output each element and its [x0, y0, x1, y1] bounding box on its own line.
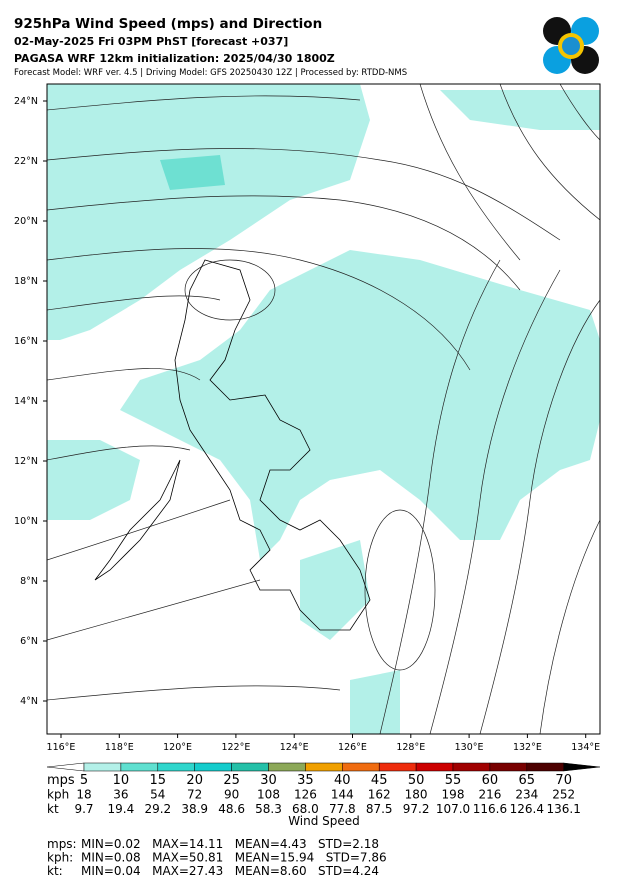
lat-label: 16°N [14, 336, 38, 347]
colorbar-value: 77.8 [329, 802, 356, 816]
colorbar-swatch [194, 762, 232, 772]
lon-label: 126°E [338, 742, 367, 753]
colorbar-value: 68.0 [292, 802, 319, 816]
colorbar-value: 162 [368, 788, 391, 802]
lat-label: 20°N [14, 216, 38, 227]
colorbar-value: 55 [445, 773, 462, 788]
colorbar-value: 48.6 [218, 802, 245, 816]
init: PAGASA WRF 12km initialization: 2025/04/… [14, 52, 335, 65]
colorbar-value: 40 [334, 773, 351, 788]
lon-label: 130°E [455, 742, 484, 753]
colorbar-value: 70 [555, 773, 572, 788]
lon-label: 132°E [513, 742, 542, 753]
lat-label: 14°N [14, 396, 38, 407]
colorbar-value: 58.3 [255, 802, 282, 816]
colorbar-value: 54 [150, 788, 165, 802]
colorbar-value: 126.4 [510, 802, 544, 816]
lat-label: 6°N [20, 636, 38, 647]
colorbar-value: 38.9 [181, 802, 208, 816]
lon-label: 120°E [163, 742, 192, 753]
stat-text: MIN=0.02 MAX=14.11 MEAN=4.43 STD=2.18 [81, 837, 379, 851]
lon-label: 122°E [221, 742, 250, 753]
lon-label: 116°E [47, 742, 76, 753]
title: 925hPa Wind Speed (mps) and Direction [14, 16, 322, 32]
colorbar-swatch [231, 762, 269, 772]
colorbar-value: 5 [80, 773, 88, 788]
wind-field [47, 84, 600, 734]
colorbar-value: 116.6 [473, 802, 507, 816]
colorbar-extend [46, 762, 85, 772]
colorbar-value: 19.4 [108, 802, 135, 816]
colorbar-swatch [157, 762, 195, 772]
colorbar-extend [563, 762, 601, 772]
colorbar-value: 20 [186, 773, 203, 788]
model: Forecast Model: WRF ver. 4.5 | Driving M… [14, 68, 407, 78]
lat-label: 4°N [20, 696, 38, 707]
stat-text: MIN=0.08 MAX=50.81 MEAN=15.94 STD=7.86 [81, 851, 387, 865]
colorbar-swatch [526, 762, 564, 772]
map: 24°N 22°N 20°N 18°N 16°N 14°N 12°N 10°N 8°N 6°N 4°… [14, 83, 601, 753]
stat-unit: mps: [47, 837, 77, 851]
colorbar-value: 97.2 [403, 802, 430, 816]
colorbar-swatch [83, 762, 122, 772]
stat-unit: kt: [47, 864, 63, 878]
colorbar-value: 198 [442, 788, 465, 802]
colorbar-swatch [415, 762, 454, 772]
colorbar-value: 126 [294, 788, 317, 802]
colorbar-value: 90 [224, 788, 239, 802]
unit-label: kt [47, 802, 59, 816]
unit-label: kph [47, 788, 69, 802]
colorbar-label: Wind Speed [288, 814, 360, 828]
colorbar-value: 9.7 [74, 802, 93, 816]
colorbar-swatch [268, 762, 306, 772]
colorbar-value: 252 [552, 788, 575, 802]
colorbar-value: 35 [297, 773, 314, 788]
lat-label: 12°N [14, 456, 38, 467]
stat-unit: kph: [47, 851, 73, 865]
colorbar-value: 87.5 [366, 802, 393, 816]
lat-label: 22°N [14, 156, 38, 167]
lat-label: 8°N [20, 576, 38, 587]
colorbar: mps 5 10 15 20 25 30 35 40 45 50 55 60 65 70 kph 18 36 54 7… [46, 762, 601, 816]
colorbar-swatch [305, 762, 343, 772]
colorbar-value: 180 [405, 788, 428, 802]
lat-label: 24°N [14, 96, 38, 107]
colorbar-swatch [120, 762, 159, 772]
colorbar-value: 72 [187, 788, 202, 802]
colorbar-value: 65 [519, 773, 536, 788]
colorbar-swatch [378, 762, 417, 772]
colorbar-value: 108 [257, 788, 280, 802]
logo [543, 17, 599, 74]
lat-label: 18°N [14, 276, 38, 287]
lon-label: 118°E [105, 742, 134, 753]
colorbar-swatch [452, 762, 491, 772]
lon-label: 128°E [396, 742, 425, 753]
stat-text: MIN=0.04 MAX=27.43 MEAN=8.60 STD=4.24 [81, 864, 379, 878]
colorbar-value: 25 [223, 773, 240, 788]
colorbar-value: 216 [478, 788, 501, 802]
colorbar-value: 45 [371, 773, 388, 788]
colorbar-value: 144 [331, 788, 354, 802]
date: 02-May-2025 Fri 03PM PhST [forecast +037… [14, 35, 288, 48]
colorbar-value: 60 [482, 773, 499, 788]
colorbar-value: 30 [260, 773, 277, 788]
colorbar-value: 10 [113, 773, 130, 788]
colorbar-value: 234 [515, 788, 538, 802]
colorbar-value: 29.2 [144, 802, 171, 816]
colorbar-swatch [342, 762, 380, 772]
colorbar-swatch [489, 762, 528, 772]
colorbar-value: 136.1 [547, 802, 581, 816]
colorbar-value: 15 [150, 773, 167, 788]
lon-label: 134°E [571, 742, 600, 753]
colorbar-value: 107.0 [436, 802, 470, 816]
lat-label: 10°N [14, 516, 38, 527]
colorbar-value: 50 [408, 773, 425, 788]
colorbar-value: 36 [113, 788, 128, 802]
unit-label: mps [47, 773, 75, 788]
lon-label: 124°E [280, 742, 309, 753]
colorbar-value: 18 [76, 788, 91, 802]
